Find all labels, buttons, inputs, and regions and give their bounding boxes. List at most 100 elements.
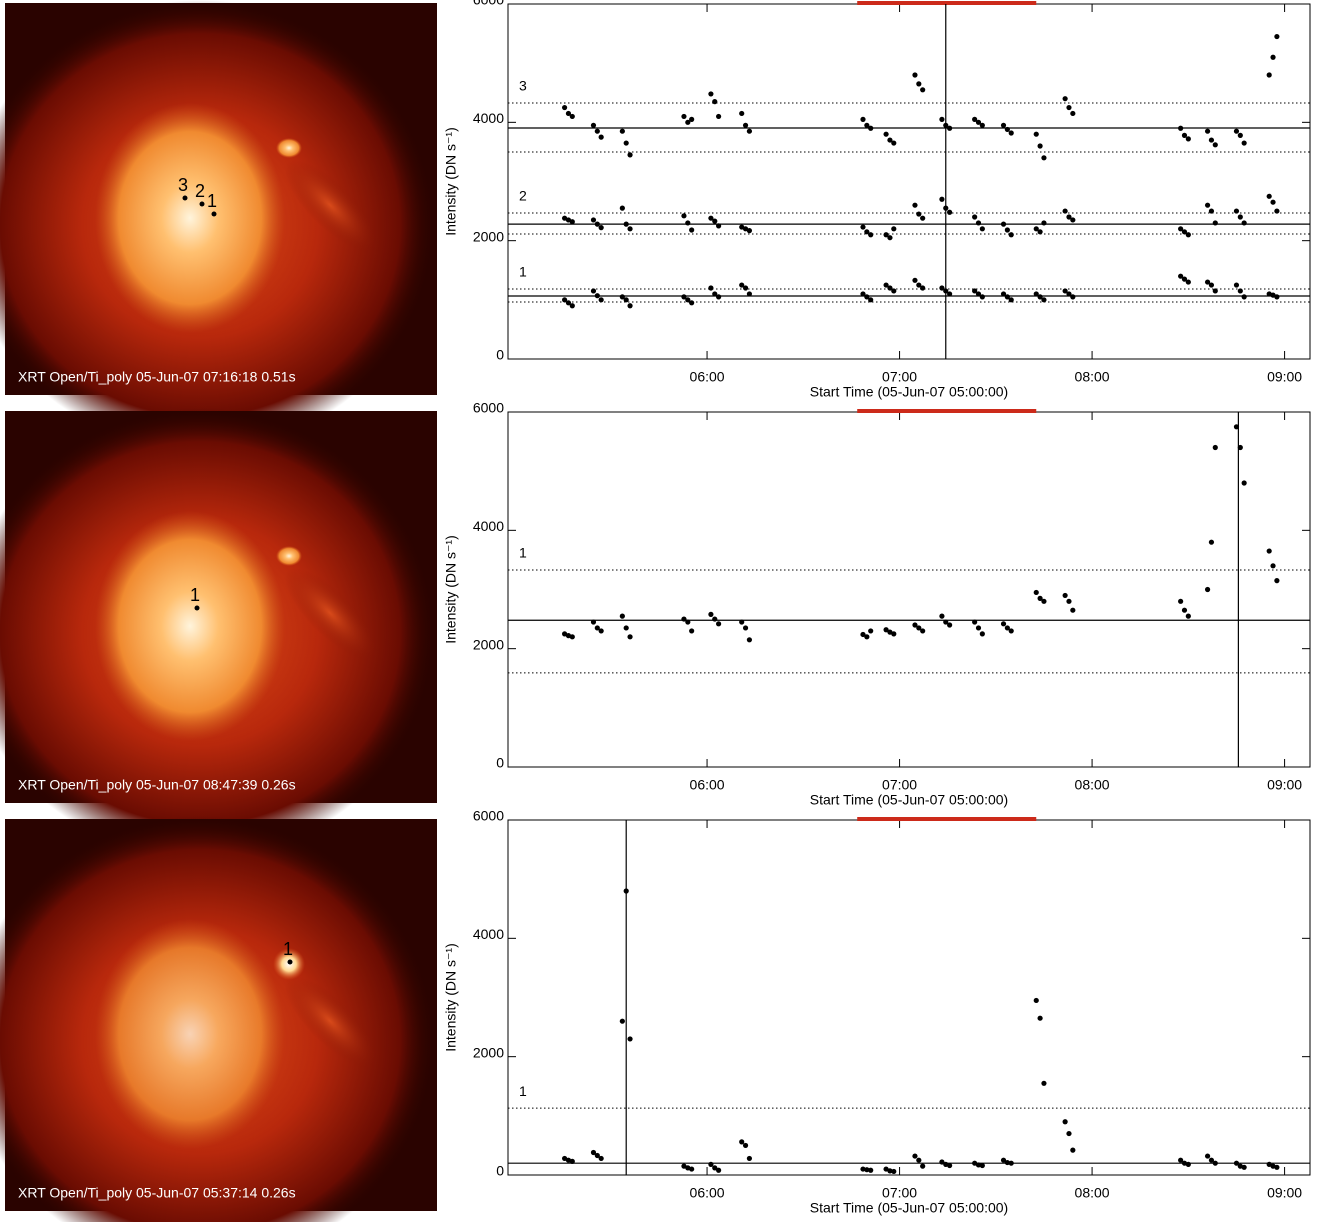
data-point <box>565 110 572 117</box>
data-point <box>943 619 949 625</box>
data-point <box>708 285 714 291</box>
data-point <box>712 218 718 224</box>
y-axis-label: Intensity (DN s⁻¹) <box>443 943 459 1052</box>
data-point <box>1070 110 1076 117</box>
data-point <box>1066 214 1072 220</box>
data-point <box>947 622 953 628</box>
data-point <box>883 282 889 288</box>
data-point <box>975 625 982 631</box>
data-point <box>860 631 866 638</box>
data-point <box>746 228 753 234</box>
data-point <box>598 134 604 140</box>
data-point <box>1004 625 1010 631</box>
data-point <box>1062 96 1068 102</box>
data-point <box>716 621 722 627</box>
data-point <box>1270 563 1276 569</box>
data-point <box>689 116 695 122</box>
data-point <box>1208 539 1215 545</box>
image-point <box>211 211 217 217</box>
data-point <box>1181 607 1188 613</box>
legend-label: 1 <box>519 264 527 280</box>
image-point-label: 1 <box>190 585 200 605</box>
plot-frame <box>507 819 1311 1176</box>
data-point <box>887 235 893 241</box>
loop-fan <box>284 159 376 251</box>
legend-label: 2 <box>519 188 527 204</box>
data-point <box>598 297 604 303</box>
data-point <box>1066 104 1072 111</box>
data-point <box>619 128 625 134</box>
data-point <box>1212 220 1218 226</box>
loop-fan <box>284 567 376 659</box>
data-point <box>1204 128 1211 134</box>
data-point <box>891 226 897 232</box>
data-point <box>1185 232 1191 238</box>
image-caption: XRT Open/Ti_poly 05-Jun-07 08:47:39 0.26… <box>18 777 296 793</box>
data-point <box>1008 628 1014 634</box>
y-tick-label: 4000 <box>473 110 504 126</box>
data-point <box>947 125 953 131</box>
data-point <box>708 611 714 617</box>
data-point <box>916 282 922 288</box>
data-point <box>1008 1160 1014 1166</box>
data-point <box>947 291 953 297</box>
data-point <box>1037 229 1043 235</box>
image-point-label: 1 <box>207 191 217 211</box>
data-point <box>569 303 575 309</box>
data-point <box>868 1167 874 1173</box>
data-point <box>1241 480 1247 486</box>
data-point <box>1033 291 1039 297</box>
x-tick-label: 06:00 <box>690 1185 725 1201</box>
y-tick-label: 6000 <box>473 808 504 824</box>
data-point <box>685 297 691 303</box>
data-point <box>883 627 889 633</box>
data-point <box>1041 1080 1047 1086</box>
data-point <box>708 215 714 221</box>
data-point <box>742 285 749 291</box>
y-tick-label: 2000 <box>473 636 504 652</box>
data-point <box>939 285 945 291</box>
x-tick-label: 08:00 <box>1075 777 1110 793</box>
data-point <box>1070 294 1076 300</box>
data-point <box>1041 297 1047 303</box>
data-point <box>1181 132 1188 138</box>
data-point <box>1062 592 1068 599</box>
data-point <box>1037 143 1043 149</box>
data-point <box>864 634 870 640</box>
data-point <box>939 116 945 122</box>
data-point <box>1241 294 1247 300</box>
x-axis-label: Start Time (05-Jun-07 05:00:00) <box>810 384 1008 400</box>
data-point <box>1274 1164 1280 1170</box>
data-point <box>739 1139 745 1145</box>
image-point <box>194 605 200 611</box>
data-point <box>1033 997 1039 1004</box>
data-point <box>1208 282 1215 288</box>
x-tick-label: 06:00 <box>690 777 725 793</box>
data-point <box>627 152 633 158</box>
data-point <box>1178 273 1184 279</box>
data-point <box>746 1155 753 1162</box>
data-point <box>1233 128 1240 134</box>
data-point <box>681 294 687 300</box>
data-point <box>590 1149 597 1156</box>
data-point <box>1212 1160 1218 1166</box>
data-point <box>1066 291 1072 297</box>
data-point <box>920 1163 926 1169</box>
data-point <box>1000 621 1007 627</box>
data-point <box>1241 1164 1247 1170</box>
solar-image: XRT Open/Ti_poly 05-Jun-07 07:16:18 0.51… <box>0 0 437 450</box>
legend-label: 1 <box>519 545 527 561</box>
data-point <box>979 294 985 300</box>
data-point <box>627 303 633 309</box>
plot-frame <box>507 411 1311 768</box>
data-point <box>947 1162 953 1169</box>
data-point <box>627 634 633 640</box>
data-point <box>689 628 695 634</box>
data-point <box>569 219 575 225</box>
data-point <box>887 1168 893 1174</box>
data-point <box>681 213 687 219</box>
data-point <box>712 291 718 297</box>
data-point <box>590 217 597 223</box>
data-point <box>1274 208 1280 214</box>
data-point <box>1181 229 1188 235</box>
